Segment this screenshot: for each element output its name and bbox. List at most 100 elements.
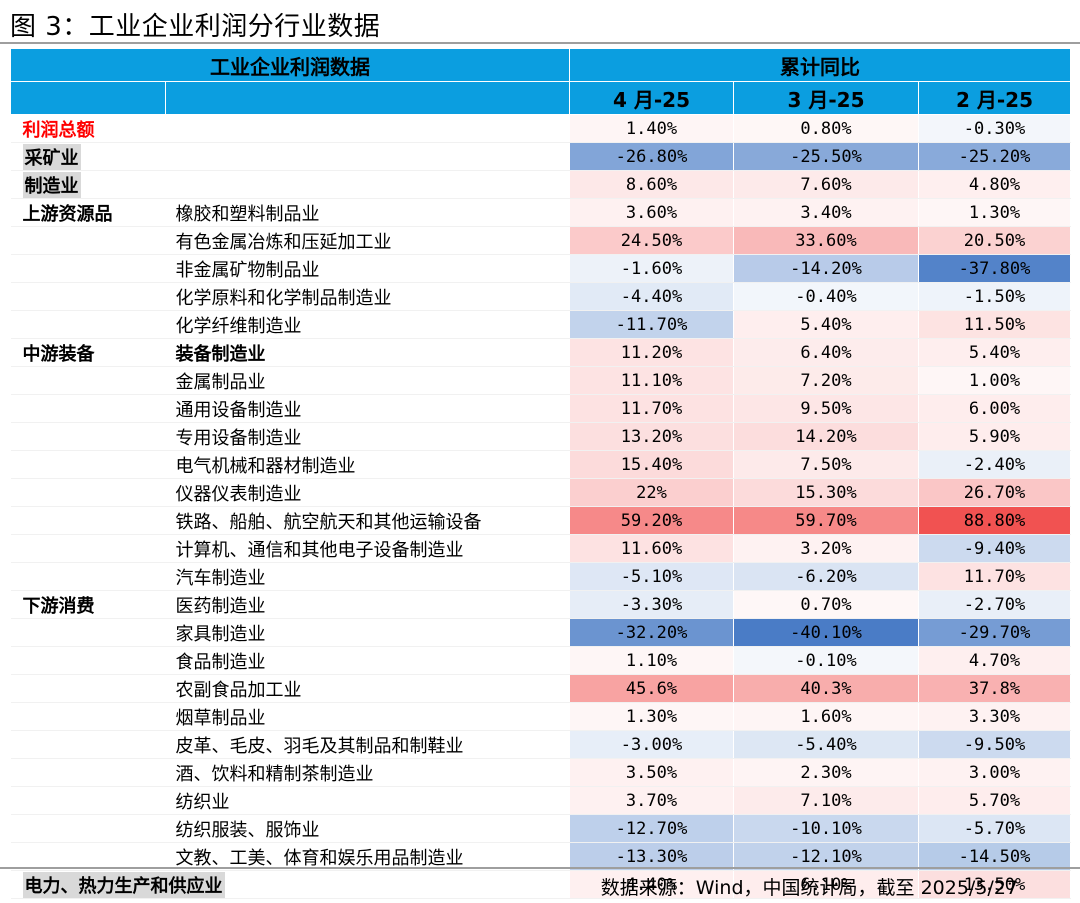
value-cell-month-3: 1.00% [918, 366, 1071, 395]
value-cell-month-1: -4.40% [569, 282, 734, 311]
table-row: 下游消费 医药制造业 -3.30% 0.70% -2.70% [10, 590, 1071, 619]
industry-label: 医药制造业 [165, 590, 570, 619]
profit-table: 工业企业利润数据 累计同比 4 月-25 3 月-25 2 月-25 利润总额 1… [10, 48, 1071, 899]
value-cell-month-2: 40.3% [733, 674, 919, 703]
header-month-2: 3 月-25 [733, 81, 919, 115]
value-cell-month-1: 11.70% [569, 394, 734, 423]
table-row: 文教、工美、体育和娱乐用品制造业 -13.30% -12.10% -14.50% [10, 842, 1071, 871]
table-row: 金属制品业 11.10% 7.20% 1.00% [10, 366, 1071, 395]
value-cell-month-1: 11.10% [569, 366, 734, 395]
value-cell-month-3: 5.40% [918, 338, 1071, 367]
category-cell [10, 702, 166, 731]
value-cell-month-3: 26.70% [918, 478, 1071, 507]
industry-label: 家具制造业 [165, 618, 570, 647]
value-cell-month-2: 3.40% [733, 198, 919, 227]
industry-label: 非金属矿物制品业 [165, 254, 570, 283]
value-cell-month-3: -25.20% [918, 142, 1071, 171]
footer-divider [0, 867, 1080, 869]
table-row: 铁路、船舶、航空航天和其他运输设备 59.20% 59.70% 88.80% [10, 506, 1071, 535]
value-cell-month-2: 9.50% [733, 394, 919, 423]
value-cell-month-1: -12.70% [569, 814, 734, 843]
value-cell-month-3: -37.80% [918, 254, 1071, 283]
value-cell-month-2: 6.10% [733, 870, 919, 899]
value-cell-month-3: 1.30% [918, 198, 1071, 227]
category-cell: 上游资源品 [10, 198, 166, 227]
value-cell-month-3: 6.00% [918, 394, 1071, 423]
value-cell-month-1: 3.50% [569, 758, 734, 787]
value-cell-month-1: -5.10% [569, 562, 734, 591]
value-cell-month-3: 20.50% [918, 226, 1071, 255]
table-row: 专用设备制造业 13.20% 14.20% 5.90% [10, 422, 1071, 451]
value-cell-month-3: -2.40% [918, 450, 1071, 479]
value-cell-month-1: 8.60% [569, 170, 734, 199]
table-row: 纺织服装、服饰业 -12.70% -10.10% -5.70% [10, 814, 1071, 843]
value-cell-month-2: -14.20% [733, 254, 919, 283]
value-cell-month-2: 7.60% [733, 170, 919, 199]
category-cell: 利润总额 [10, 114, 166, 143]
industry-label: 化学纤维制造业 [165, 310, 570, 339]
category-cell [10, 842, 166, 871]
header-month-1: 4 月-25 [569, 81, 734, 115]
value-cell-month-1: 1.10% [569, 646, 734, 675]
value-cell-month-1: 15.40% [569, 450, 734, 479]
value-cell-month-2: 7.20% [733, 366, 919, 395]
value-cell-month-1: 3.60% [569, 198, 734, 227]
value-cell-month-1: 45.6% [569, 674, 734, 703]
title-bar: 图 3：工业企业利润分行业数据 [0, 0, 1080, 44]
value-cell-month-3: -14.50% [918, 842, 1071, 871]
table-row: 制造业 8.60% 7.60% 4.80% [10, 170, 1071, 199]
industry-label: 仪器仪表制造业 [165, 478, 570, 507]
value-cell-month-3: -5.70% [918, 814, 1071, 843]
table-row: 酒、饮料和精制茶制造业 3.50% 2.30% 3.00% [10, 758, 1071, 787]
value-cell-month-2: 7.50% [733, 450, 919, 479]
value-cell-month-1: -13.30% [569, 842, 734, 871]
value-cell-month-2: 0.70% [733, 590, 919, 619]
header-row-2: 4 月-25 3 月-25 2 月-25 [10, 81, 1071, 115]
category-cell: 中游装备 [10, 338, 166, 367]
value-cell-month-1: 24.50% [569, 226, 734, 255]
value-cell-month-3: -9.40% [918, 534, 1071, 563]
value-cell-month-2: -0.10% [733, 646, 919, 675]
value-cell-month-2: -6.20% [733, 562, 919, 591]
category-cell [10, 422, 166, 451]
value-cell-month-2: -12.10% [733, 842, 919, 871]
value-cell-month-2: 0.80% [733, 114, 919, 143]
category-cell [10, 450, 166, 479]
value-cell-month-1: 59.20% [569, 506, 734, 535]
header-right-title: 累计同比 [569, 48, 1071, 82]
header-blank-1 [10, 81, 166, 115]
value-cell-month-3: 3.30% [918, 702, 1071, 731]
value-cell-month-1: -3.30% [569, 590, 734, 619]
header-left-title: 工业企业利润数据 [10, 48, 570, 82]
category-cell [10, 534, 166, 563]
category-cell [10, 786, 166, 815]
category-label: 利润总额 [22, 119, 95, 141]
value-cell-month-3: 37.8% [918, 674, 1071, 703]
value-cell-month-2: 7.10% [733, 786, 919, 815]
value-cell-month-3: 13.50% [918, 870, 1071, 899]
value-cell-month-2: 6.40% [733, 338, 919, 367]
table-row: 烟草制品业 1.30% 1.60% 3.30% [10, 702, 1071, 731]
table-row: 上游资源品 橡胶和塑料制品业 3.60% 3.40% 1.30% [10, 198, 1071, 227]
table-row: 采矿业 -26.80% -25.50% -25.20% [10, 142, 1071, 171]
category-cell: 电力、热力生产和供应业 [10, 870, 570, 899]
header-row-1: 工业企业利润数据 累计同比 [10, 48, 1071, 82]
header-month-3: 2 月-25 [918, 81, 1071, 115]
industry-label: 农副食品加工业 [165, 674, 570, 703]
value-cell-month-2: -40.10% [733, 618, 919, 647]
category-cell [10, 254, 166, 283]
table-row: 皮革、毛皮、羽毛及其制品和制鞋业 -3.00% -5.40% -9.50% [10, 730, 1071, 759]
value-cell-month-2: 15.30% [733, 478, 919, 507]
category-cell [10, 730, 166, 759]
table-row: 食品制造业 1.10% -0.10% 4.70% [10, 646, 1071, 675]
value-cell-month-3: 5.90% [918, 422, 1071, 451]
industry-label: 通用设备制造业 [165, 394, 570, 423]
table-row: 利润总额 1.40% 0.80% -0.30% [10, 114, 1071, 143]
category-cell [10, 506, 166, 535]
value-cell-month-2: -0.40% [733, 282, 919, 311]
table-row: 非金属矿物制品业 -1.60% -14.20% -37.80% [10, 254, 1071, 283]
value-cell-month-3: 5.70% [918, 786, 1071, 815]
category-cell [10, 618, 166, 647]
table-row: 通用设备制造业 11.70% 9.50% 6.00% [10, 394, 1071, 423]
category-cell [10, 674, 166, 703]
